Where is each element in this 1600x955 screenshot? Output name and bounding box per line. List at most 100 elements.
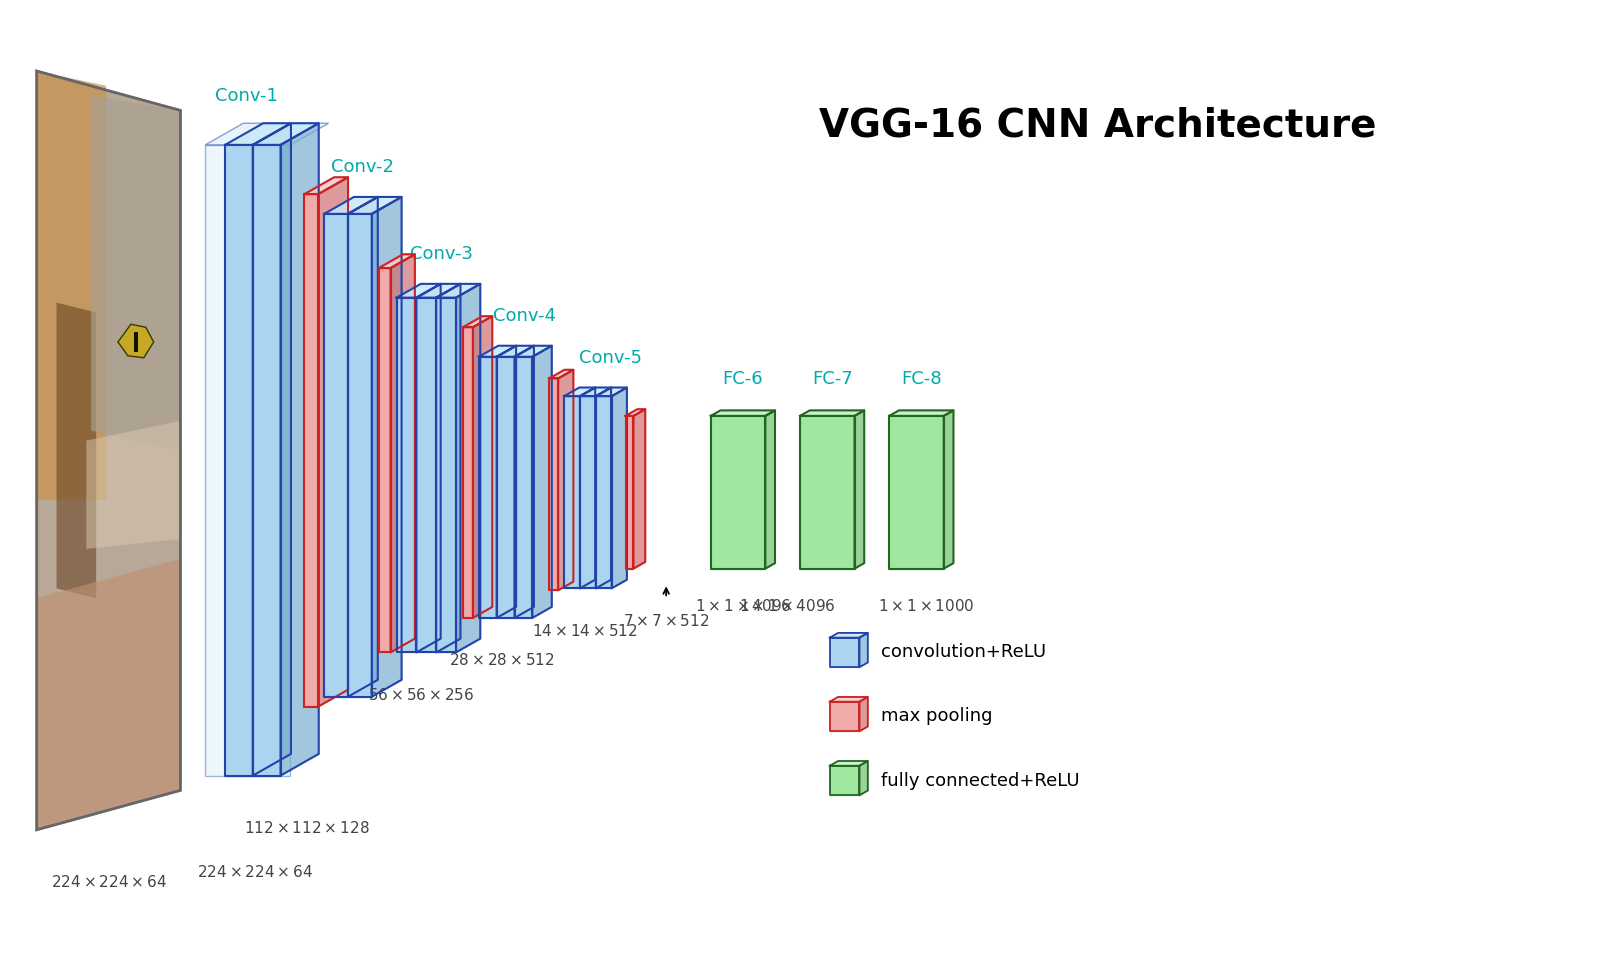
Polygon shape (595, 388, 611, 588)
Polygon shape (56, 303, 96, 598)
Polygon shape (890, 416, 944, 568)
Polygon shape (890, 411, 954, 416)
Polygon shape (134, 332, 138, 351)
Polygon shape (205, 145, 291, 775)
Polygon shape (371, 197, 402, 697)
Text: FC-7: FC-7 (811, 371, 853, 389)
Text: FC-8: FC-8 (901, 371, 942, 389)
Polygon shape (830, 702, 859, 732)
Polygon shape (325, 214, 347, 697)
Text: max pooling: max pooling (882, 708, 992, 726)
Polygon shape (944, 411, 954, 568)
Text: Conv-4: Conv-4 (493, 308, 555, 326)
Polygon shape (347, 197, 378, 697)
Polygon shape (280, 123, 318, 775)
Polygon shape (416, 284, 440, 652)
Polygon shape (515, 357, 533, 618)
Text: Conv-1: Conv-1 (216, 88, 278, 105)
Polygon shape (634, 409, 645, 568)
Polygon shape (456, 284, 480, 652)
Polygon shape (830, 633, 867, 638)
Polygon shape (595, 388, 627, 396)
Polygon shape (416, 284, 461, 298)
Polygon shape (397, 284, 440, 298)
Polygon shape (859, 761, 867, 796)
Polygon shape (854, 411, 864, 568)
Polygon shape (86, 421, 181, 549)
Polygon shape (800, 416, 854, 568)
Polygon shape (205, 123, 328, 145)
Polygon shape (390, 254, 414, 652)
Polygon shape (830, 766, 859, 796)
Text: $7\times7\times512$: $7\times7\times512$ (622, 613, 709, 629)
Text: $1\times1\times4096$: $1\times1\times4096$ (739, 598, 835, 614)
Polygon shape (830, 697, 867, 702)
Polygon shape (800, 411, 864, 416)
Polygon shape (253, 123, 291, 775)
Text: Conv-5: Conv-5 (579, 349, 642, 367)
Polygon shape (579, 388, 595, 588)
Polygon shape (565, 396, 579, 588)
Text: VGG-16 CNN Architecture: VGG-16 CNN Architecture (819, 106, 1376, 144)
Polygon shape (304, 178, 349, 194)
Text: $56\times56\times256$: $56\times56\times256$ (368, 687, 475, 703)
Polygon shape (462, 328, 474, 618)
Polygon shape (710, 416, 765, 568)
Polygon shape (91, 96, 181, 451)
Text: $1\times1\times4096$: $1\times1\times4096$ (694, 598, 792, 614)
Text: $14\times14\times512$: $14\times14\times512$ (531, 623, 638, 639)
Polygon shape (462, 316, 493, 328)
Polygon shape (579, 396, 595, 588)
Polygon shape (765, 411, 774, 568)
Text: Conv-3: Conv-3 (410, 245, 472, 264)
Polygon shape (437, 284, 461, 652)
Polygon shape (626, 409, 645, 416)
Polygon shape (478, 357, 496, 618)
Polygon shape (37, 71, 181, 830)
Polygon shape (379, 268, 390, 652)
Polygon shape (347, 197, 402, 214)
Polygon shape (859, 697, 867, 732)
Polygon shape (595, 396, 611, 588)
Polygon shape (859, 633, 867, 668)
Polygon shape (437, 298, 456, 652)
Polygon shape (253, 123, 318, 145)
Text: convolution+ReLU: convolution+ReLU (882, 644, 1046, 662)
Text: $112\times112\times128$: $112\times112\times128$ (243, 820, 370, 836)
Polygon shape (549, 370, 573, 378)
Polygon shape (397, 298, 416, 652)
Polygon shape (496, 357, 515, 618)
Text: $224\times224\times64$: $224\times224\times64$ (197, 864, 314, 881)
Polygon shape (325, 197, 378, 214)
Polygon shape (379, 254, 414, 268)
Polygon shape (474, 316, 493, 618)
Polygon shape (226, 145, 253, 775)
Polygon shape (416, 298, 437, 652)
Text: $224\times224\times64$: $224\times224\times64$ (51, 874, 166, 890)
Text: FC-6: FC-6 (723, 371, 763, 389)
Polygon shape (496, 346, 534, 357)
Text: $28\times28\times512$: $28\times28\times512$ (448, 652, 555, 668)
Polygon shape (565, 388, 595, 396)
Text: fully connected+ReLU: fully connected+ReLU (882, 772, 1080, 790)
Polygon shape (304, 194, 318, 707)
Polygon shape (533, 346, 552, 618)
Polygon shape (830, 638, 859, 668)
Polygon shape (496, 346, 517, 618)
Polygon shape (626, 416, 634, 568)
Polygon shape (226, 123, 291, 145)
Polygon shape (710, 411, 774, 416)
Polygon shape (515, 346, 552, 357)
Polygon shape (253, 145, 280, 775)
Polygon shape (579, 388, 611, 396)
Polygon shape (318, 178, 349, 707)
Text: $1\times1\times1000$: $1\times1\times1000$ (878, 598, 974, 614)
Polygon shape (549, 378, 558, 590)
Polygon shape (118, 325, 154, 358)
Polygon shape (558, 370, 573, 590)
Polygon shape (515, 346, 534, 618)
Polygon shape (437, 284, 480, 298)
Polygon shape (37, 71, 106, 499)
Polygon shape (347, 214, 371, 697)
Polygon shape (830, 761, 867, 766)
